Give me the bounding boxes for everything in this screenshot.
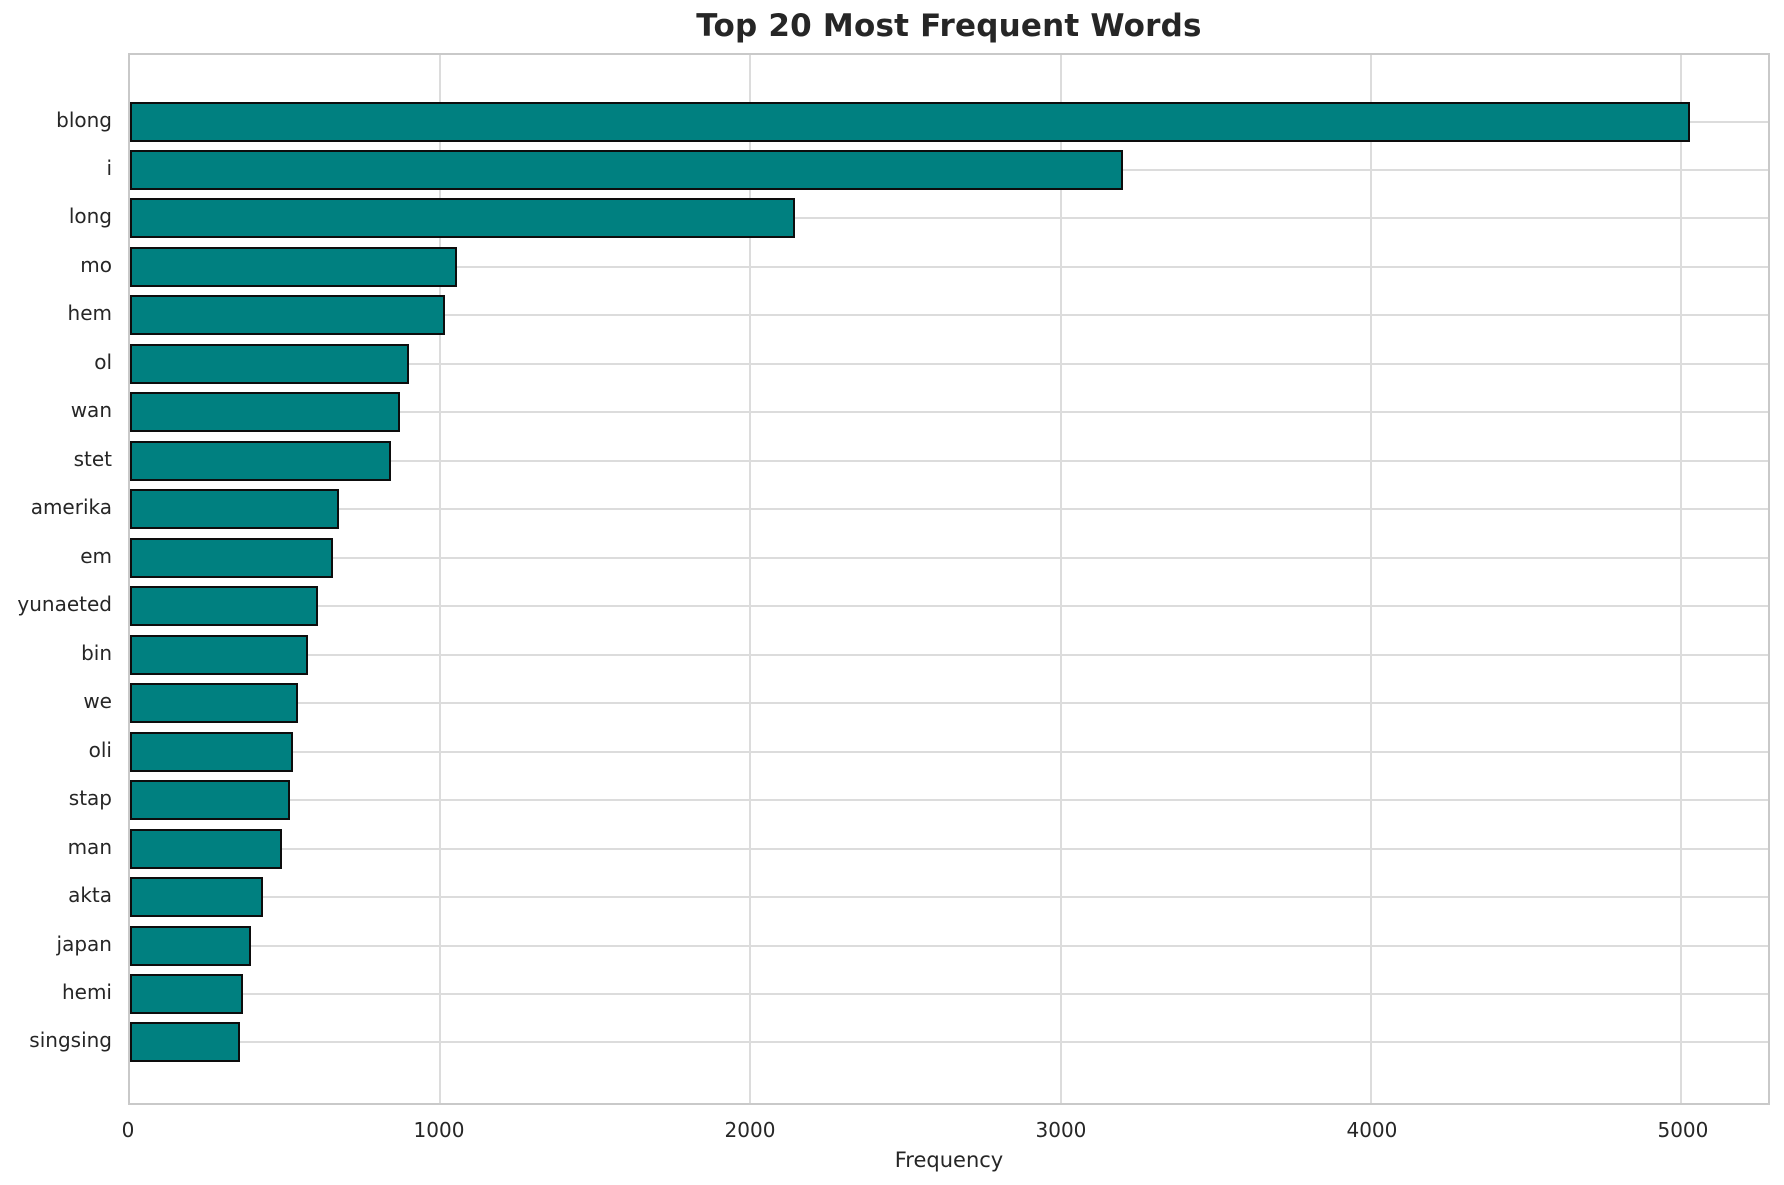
x-tick-label-2000: 2000	[724, 1118, 776, 1142]
y-tick-label-stap: stap	[68, 786, 112, 811]
bar-long	[130, 198, 796, 239]
bar-oli	[130, 731, 293, 772]
bar-yunaeted	[130, 586, 318, 627]
bar-amerika	[130, 489, 340, 530]
gridline-vertical-5000	[1680, 55, 1683, 1103]
y-tick-label-hemi: hemi	[61, 979, 112, 1004]
y-tick-label-stet: stet	[73, 446, 112, 471]
gridline-vertical-4000	[1369, 55, 1372, 1103]
y-tick-label-yunaeted: yunaeted	[17, 592, 112, 617]
bar-blong	[130, 101, 1691, 142]
y-tick-label-bin: bin	[81, 640, 112, 665]
gridline-horizontal-long	[130, 217, 1768, 220]
y-tick-label-japan: japan	[56, 931, 112, 956]
y-tick-label-we: we	[83, 689, 112, 714]
y-tick-label-amerika: amerika	[30, 495, 112, 520]
gridline-horizontal-stap	[130, 799, 1768, 802]
bar-man	[130, 828, 282, 869]
x-axis-title: Frequency	[894, 1148, 1004, 1172]
x-tick-label-1000: 1000	[413, 1118, 465, 1142]
bar-singsing	[130, 1022, 241, 1063]
gridline-horizontal-em	[130, 556, 1768, 559]
y-tick-label-ol: ol	[94, 349, 112, 374]
x-tick-label-4000: 4000	[1346, 1118, 1398, 1142]
y-tick-label-man: man	[67, 834, 112, 859]
gridline-horizontal-we	[130, 702, 1768, 705]
bar-bin	[130, 634, 309, 675]
gridline-horizontal-amerika	[130, 508, 1768, 511]
gridline-vertical-3000	[1059, 55, 1062, 1103]
x-tick-label-0: 0	[121, 1118, 135, 1142]
y-tick-label-long: long	[68, 204, 112, 229]
chart-title: Top 20 Most Frequent Words	[696, 8, 1202, 44]
bar-we	[130, 683, 298, 724]
gridline-horizontal-japan	[130, 944, 1768, 947]
bar-mo	[130, 246, 458, 287]
y-tick-label-blong: blong	[56, 107, 112, 132]
bar-i	[130, 150, 1123, 190]
y-tick-label-em: em	[80, 543, 112, 568]
gridline-horizontal-akta	[130, 896, 1768, 899]
y-tick-label-oli: oli	[88, 737, 112, 762]
gridline-horizontal-wan	[130, 411, 1768, 414]
x-tick-label-5000: 5000	[1657, 1118, 1709, 1142]
y-tick-label-akta: akta	[68, 883, 112, 908]
gridline-horizontal-yunaeted	[130, 605, 1768, 608]
y-tick-label-singsing: singsing	[29, 1028, 112, 1053]
y-tick-label-mo: mo	[80, 252, 112, 277]
bar-stap	[130, 780, 290, 821]
bar-akta	[130, 877, 264, 918]
gridline-horizontal-stet	[130, 459, 1768, 462]
y-tick-label-hem: hem	[67, 301, 112, 326]
gridline-vertical-2000	[749, 55, 752, 1103]
gridline-horizontal-bin	[130, 653, 1768, 656]
bar-hemi	[130, 973, 244, 1014]
gridline-horizontal-oli	[130, 750, 1768, 753]
gridline-horizontal-man	[130, 847, 1768, 850]
gridline-horizontal-ol	[130, 362, 1768, 365]
y-tick-label-wan: wan	[70, 398, 112, 423]
gridline-horizontal-singsing	[130, 1041, 1768, 1044]
gridline-horizontal-hem	[130, 314, 1768, 317]
gridline-vertical-1000	[439, 55, 442, 1103]
bar-stet	[130, 440, 391, 481]
bar-wan	[130, 392, 400, 433]
bar-hem	[130, 295, 445, 336]
bar-ol	[130, 343, 410, 384]
plot-area	[128, 53, 1770, 1105]
x-tick-label-3000: 3000	[1035, 1118, 1087, 1142]
bar-em	[130, 537, 334, 578]
bar-japan	[130, 925, 251, 966]
gridline-horizontal-mo	[130, 265, 1768, 268]
y-tick-label-i: i	[106, 156, 112, 180]
gridline-horizontal-hemi	[130, 992, 1768, 995]
